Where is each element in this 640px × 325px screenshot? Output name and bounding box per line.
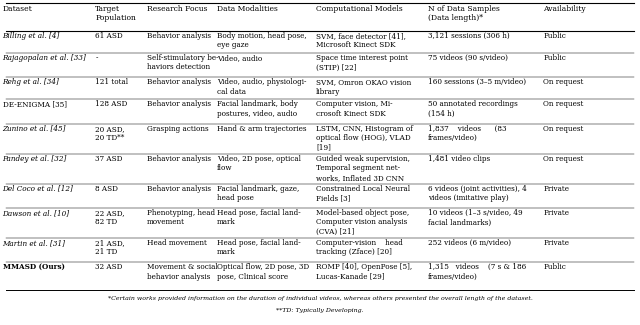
- Text: Video, audio, physiologi-
cal data: Video, audio, physiologi- cal data: [217, 78, 307, 96]
- Text: On request: On request: [543, 100, 584, 109]
- Text: Head pose, facial land-
mark: Head pose, facial land- mark: [217, 239, 301, 256]
- Text: Computational Models: Computational Models: [316, 5, 403, 13]
- Text: 8 ASD: 8 ASD: [95, 185, 118, 193]
- Text: *Certain works provided information on the duration of individual videos, wherea: *Certain works provided information on t…: [108, 296, 532, 301]
- Text: Private: Private: [543, 209, 570, 217]
- Text: 1,837    videos      (83
frames/video): 1,837 videos (83 frames/video): [428, 125, 507, 142]
- Text: Public: Public: [543, 54, 566, 62]
- Text: 3,121 sessions (306 h): 3,121 sessions (306 h): [428, 32, 510, 40]
- Text: Computer vision, Mi-
crosoft Kinect SDK: Computer vision, Mi- crosoft Kinect SDK: [316, 100, 393, 118]
- Text: 252 videos (6 m/video): 252 videos (6 m/video): [428, 239, 511, 247]
- Text: 128 ASD: 128 ASD: [95, 100, 127, 109]
- Text: Video, audio: Video, audio: [217, 54, 262, 62]
- Text: Computer-vision    head
tracking (Zface) [20]: Computer-vision head tracking (Zface) [2…: [316, 239, 403, 256]
- Text: Rehg et al. [34]: Rehg et al. [34]: [3, 78, 60, 86]
- Text: On request: On request: [543, 78, 584, 86]
- Text: Public: Public: [543, 263, 566, 271]
- Text: Target
Population: Target Population: [95, 5, 136, 22]
- Text: 121 total: 121 total: [95, 78, 129, 86]
- Text: 160 sessions (3–5 m/video): 160 sessions (3–5 m/video): [428, 78, 526, 86]
- Text: Behavior analysis: Behavior analysis: [147, 185, 211, 193]
- Text: Head movement: Head movement: [147, 239, 207, 247]
- Text: Optical flow, 2D pose, 3D
pose, Clinical score: Optical flow, 2D pose, 3D pose, Clinical…: [217, 263, 309, 281]
- Text: Model-based object pose,
Computer vision analysis
(CVA) [21]: Model-based object pose, Computer vision…: [316, 209, 410, 236]
- Text: 6 videos (joint activities), 4
videos (imitative play): 6 videos (joint activities), 4 videos (i…: [428, 185, 527, 202]
- Text: Public: Public: [543, 32, 566, 40]
- Text: Dataset: Dataset: [3, 5, 32, 13]
- Text: Behavior analysis: Behavior analysis: [147, 155, 211, 163]
- Text: Space time interest point
(STIP) [22]: Space time interest point (STIP) [22]: [316, 54, 408, 72]
- Text: Billing et al. [4]: Billing et al. [4]: [3, 32, 60, 40]
- Text: SVM, face detector [41],
Microsoft Kinect SDK: SVM, face detector [41], Microsoft Kinec…: [316, 32, 406, 49]
- Text: On request: On request: [543, 155, 584, 163]
- Text: 61 ASD: 61 ASD: [95, 32, 123, 40]
- Text: Private: Private: [543, 239, 570, 247]
- Text: N of Data Samples
(Data length)*: N of Data Samples (Data length)*: [428, 5, 500, 22]
- Text: 37 ASD: 37 ASD: [95, 155, 123, 163]
- Text: Martin et al. [31]: Martin et al. [31]: [3, 239, 65, 247]
- Text: Self-stimulatory be-
haviors detection: Self-stimulatory be- haviors detection: [147, 54, 218, 72]
- Text: Behavior analysis: Behavior analysis: [147, 32, 211, 40]
- Text: Phenotyping, head
movement: Phenotyping, head movement: [147, 209, 214, 227]
- Text: Pandey et al. [32]: Pandey et al. [32]: [3, 155, 67, 163]
- Text: ROMP [40], OpenPose [5],
Lucas-Kanade [29]: ROMP [40], OpenPose [5], Lucas-Kanade [2…: [316, 263, 412, 281]
- Text: Movement & social
behavior analysis: Movement & social behavior analysis: [147, 263, 218, 281]
- Text: 22 ASD,
82 TD: 22 ASD, 82 TD: [95, 209, 125, 227]
- Text: DE-ENIGMA [35]: DE-ENIGMA [35]: [3, 100, 67, 109]
- Text: Facial landmark, gaze,
head pose: Facial landmark, gaze, head pose: [217, 185, 300, 202]
- Text: Behavior analysis: Behavior analysis: [147, 100, 211, 109]
- Text: Research Focus: Research Focus: [147, 5, 207, 13]
- Text: 10 videos (1–3 s/video, 49
facial landmarks): 10 videos (1–3 s/video, 49 facial landma…: [428, 209, 523, 227]
- Text: Private: Private: [543, 185, 570, 193]
- Text: SVM, Omron OKAO vision
library: SVM, Omron OKAO vision library: [316, 78, 412, 96]
- Text: 1,481 video clips: 1,481 video clips: [428, 155, 490, 163]
- Text: Del Coco et al. [12]: Del Coco et al. [12]: [3, 185, 74, 193]
- Text: Data Modalities: Data Modalities: [217, 5, 278, 13]
- Text: Grasping actions: Grasping actions: [147, 125, 208, 133]
- Text: Head pose, facial land-
mark: Head pose, facial land- mark: [217, 209, 301, 227]
- Text: 32 ASD: 32 ASD: [95, 263, 123, 271]
- Text: MMASD (Ours): MMASD (Ours): [3, 263, 65, 271]
- Text: Zunino et al. [45]: Zunino et al. [45]: [3, 125, 66, 133]
- Text: -: -: [95, 54, 98, 62]
- Text: Behavior analysis: Behavior analysis: [147, 78, 211, 86]
- Text: Facial landmark, body
postures, video, audio: Facial landmark, body postures, video, a…: [217, 100, 298, 118]
- Text: 21 ASD,
21 TD: 21 ASD, 21 TD: [95, 239, 125, 256]
- Text: 20 ASD,
20 TD**: 20 ASD, 20 TD**: [95, 125, 125, 142]
- Text: Constrained Local Neural
Fields [3]: Constrained Local Neural Fields [3]: [316, 185, 410, 202]
- Text: Rajagopalan et al. [33]: Rajagopalan et al. [33]: [3, 54, 86, 62]
- Text: 75 videos (90 s/video): 75 videos (90 s/video): [428, 54, 508, 62]
- Text: On request: On request: [543, 125, 584, 133]
- Text: Availability: Availability: [543, 5, 586, 13]
- Text: Hand & arm trajectories: Hand & arm trajectories: [217, 125, 307, 133]
- Text: LSTM, CNN, Histogram of
optical flow (HOG), VLAD
[19]: LSTM, CNN, Histogram of optical flow (HO…: [316, 125, 413, 152]
- Text: 1,315   videos    (7 s & 186
frames/video): 1,315 videos (7 s & 186 frames/video): [428, 263, 527, 281]
- Text: Dawson et al. [10]: Dawson et al. [10]: [3, 209, 70, 217]
- Text: Guided weak supervision,
Temporal segment net-
works, Inflated 3D CNN: Guided weak supervision, Temporal segmen…: [316, 155, 410, 182]
- Text: **TD: Typically Developing.: **TD: Typically Developing.: [276, 308, 364, 313]
- Text: Body motion, head pose,
eye gaze: Body motion, head pose, eye gaze: [217, 32, 307, 49]
- Text: 50 annotated recordings
(154 h): 50 annotated recordings (154 h): [428, 100, 518, 118]
- Text: Video, 2D pose, optical
flow: Video, 2D pose, optical flow: [217, 155, 301, 172]
